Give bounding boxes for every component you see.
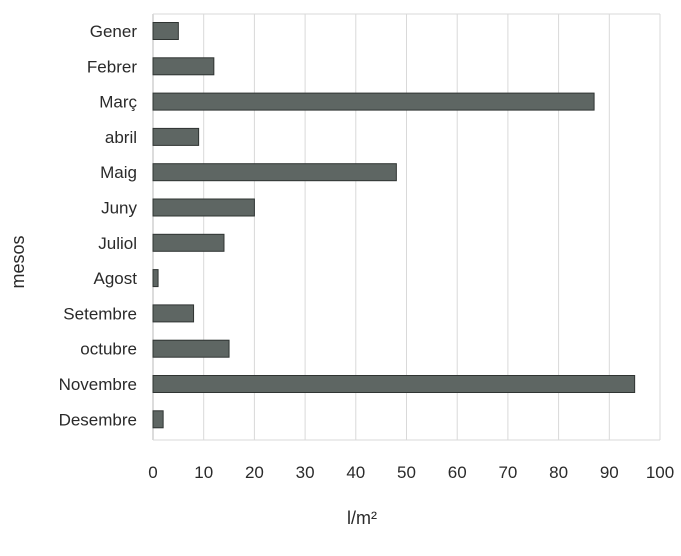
- x-tick-label: 50: [397, 463, 416, 482]
- category-label: Juliol: [98, 234, 137, 253]
- x-tick-label: 30: [296, 463, 315, 482]
- category-label: Juny: [101, 199, 137, 218]
- category-label: octubre: [80, 340, 137, 359]
- x-axis-title: l/m²: [347, 508, 377, 528]
- bar-abril: [152, 127, 200, 146]
- category-label: Febrer: [87, 57, 137, 76]
- bar-febrer: [152, 57, 215, 76]
- category-label: abril: [105, 128, 137, 147]
- bar-maig: [152, 163, 397, 182]
- bar-gener: [152, 22, 179, 40]
- category-label: Agost: [94, 269, 138, 288]
- bar-març: [152, 92, 595, 111]
- x-tick-label: 10: [194, 463, 213, 482]
- bar-desembre: [152, 410, 164, 429]
- bar-agost: [152, 269, 159, 288]
- x-tick-labels: 0 10 20 30 40 50 60 70 80 90 100: [148, 463, 674, 482]
- category-label: Gener: [90, 22, 138, 41]
- x-tick-label: 40: [346, 463, 365, 482]
- x-tick-label: 60: [448, 463, 467, 482]
- bar-setembre: [152, 304, 195, 323]
- y-axis-title: mesos: [8, 235, 28, 288]
- bar-novembre: [152, 375, 636, 393]
- x-tick-label: 20: [245, 463, 264, 482]
- bar-juny: [152, 198, 255, 217]
- category-label: Maig: [100, 163, 137, 182]
- x-tick-label: 100: [646, 463, 674, 482]
- category-labels: Gener Febrer Març abril Maig Juny Juliol Agost S…: [59, 22, 138, 429]
- x-tick-label: 90: [600, 463, 619, 482]
- bar-juliol: [152, 233, 225, 252]
- category-label: Desembre: [59, 410, 137, 429]
- bar-octubre: [152, 339, 230, 358]
- x-tick-label: 80: [549, 463, 568, 482]
- x-tick-label: 0: [148, 463, 157, 482]
- category-label: Novembre: [59, 375, 137, 394]
- category-label: Març: [99, 93, 137, 112]
- grid-lines: [152, 13, 661, 441]
- bars: [152, 22, 636, 429]
- x-tick-label: 70: [498, 463, 517, 482]
- category-label: Setembre: [63, 304, 137, 323]
